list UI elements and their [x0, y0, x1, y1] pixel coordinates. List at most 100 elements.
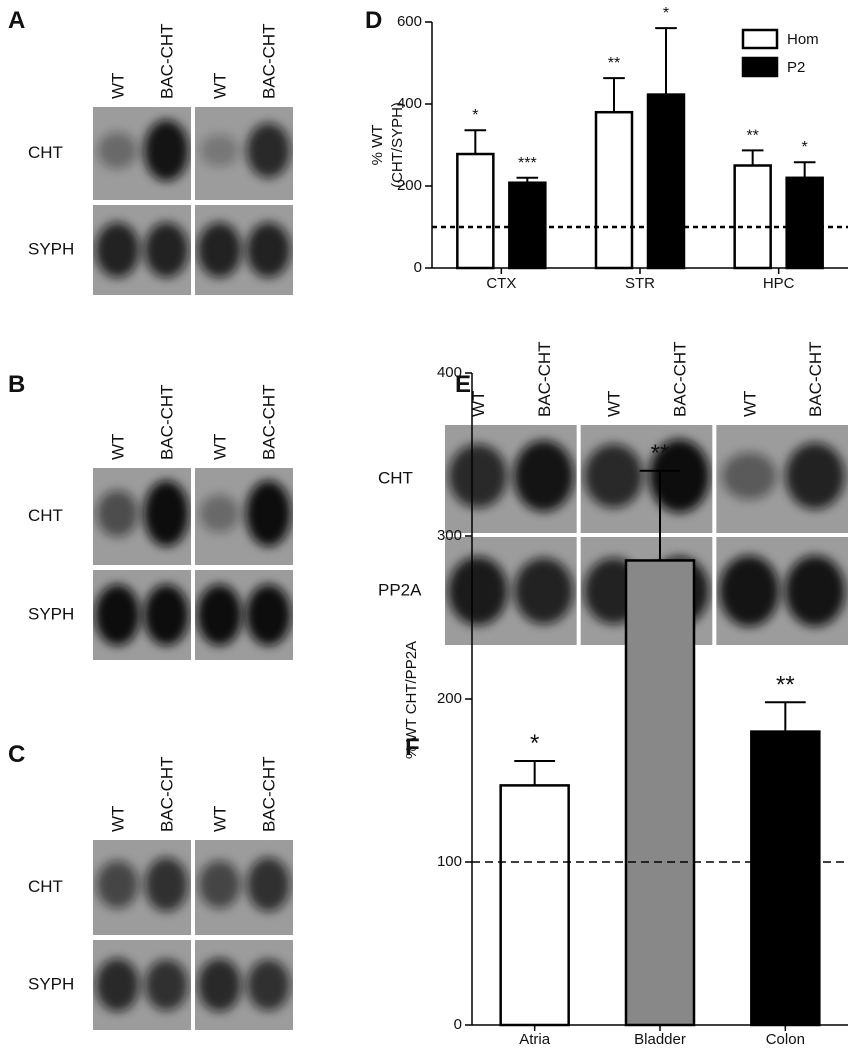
y-tick-label: 0 — [414, 259, 422, 276]
band — [96, 490, 139, 537]
blot-section — [93, 468, 191, 565]
bands — [197, 958, 291, 1012]
y-tick-label: 600 — [397, 13, 422, 30]
blot-section — [93, 570, 191, 660]
lane-label: BAC-CHT — [260, 384, 279, 460]
lane-label: BAC-CHT — [260, 756, 279, 832]
blot-section — [93, 840, 191, 935]
bar — [646, 93, 686, 270]
panel-label: B — [8, 371, 25, 398]
row-label: CHT — [378, 468, 413, 487]
significance-label: *** — [518, 155, 537, 172]
lane-label: WT — [109, 434, 128, 460]
band — [143, 480, 190, 547]
band — [719, 555, 780, 627]
blot-section — [195, 840, 293, 935]
lane-label: BAC-CHT — [260, 23, 279, 99]
row-label: CHT — [28, 877, 63, 896]
bar — [499, 784, 570, 1027]
band — [197, 958, 242, 1012]
legend-swatch — [741, 56, 779, 78]
band — [197, 222, 242, 278]
band — [199, 134, 240, 167]
legend-label: P2 — [787, 59, 805, 76]
blot-section — [716, 537, 848, 645]
bands — [94, 584, 190, 646]
blot-section — [195, 107, 293, 200]
band — [95, 222, 140, 278]
blot-section — [580, 425, 713, 533]
bands — [199, 122, 291, 179]
bands — [199, 480, 292, 547]
band — [721, 452, 777, 500]
blot-section — [716, 425, 848, 533]
band — [785, 442, 845, 510]
band — [448, 444, 508, 508]
band — [246, 222, 291, 278]
band — [97, 132, 138, 169]
row-label: SYPH — [28, 604, 74, 623]
row-label: SYPH — [28, 974, 74, 993]
blot-section — [195, 940, 293, 1030]
bands — [95, 958, 189, 1012]
y-tick-label: 200 — [437, 690, 462, 707]
bar — [733, 164, 772, 270]
blot-section — [195, 570, 293, 660]
band — [95, 958, 140, 1012]
lane-label: WT — [211, 73, 230, 99]
significance-label: * — [663, 5, 669, 22]
band — [246, 122, 291, 179]
blot-section — [195, 205, 293, 295]
significance-label: * — [530, 730, 539, 757]
blot-section — [93, 940, 191, 1030]
x-tick-label: STR — [625, 275, 655, 292]
lane-label: WT — [109, 73, 128, 99]
bar — [594, 110, 634, 270]
lane-label: WT — [605, 391, 624, 417]
y-tick-label: 400 — [397, 95, 422, 112]
bands — [584, 439, 710, 513]
significance-label: * — [802, 139, 808, 156]
legend-swatch — [741, 28, 779, 50]
blot-section — [93, 205, 191, 295]
bands — [719, 555, 846, 627]
band — [144, 959, 189, 1011]
row-label: PP2A — [378, 580, 422, 599]
band — [246, 959, 291, 1011]
bands — [448, 556, 574, 626]
band — [785, 555, 846, 627]
significance-label: ** — [608, 55, 620, 72]
band — [199, 494, 240, 533]
y-axis-label: % WT CHT/PP2A — [403, 641, 420, 759]
bands — [198, 857, 291, 912]
bands — [96, 480, 190, 547]
lane-label: BAC-CHT — [535, 341, 554, 417]
bar — [785, 176, 824, 270]
bar — [750, 730, 821, 1027]
band — [198, 860, 241, 909]
band — [245, 584, 292, 646]
bands — [196, 584, 292, 646]
bar — [456, 152, 495, 270]
significance-label: * — [472, 107, 478, 124]
panel-label: C — [8, 741, 25, 768]
blot-section — [195, 468, 293, 565]
lane-label: WT — [469, 391, 488, 417]
panel-label: E — [455, 371, 471, 398]
significance-label: ** — [746, 127, 758, 144]
band — [514, 557, 574, 625]
blot-section — [445, 537, 577, 645]
blot-section — [93, 107, 191, 200]
y-axis-label: (CHT/SYPH) — [389, 102, 406, 188]
band — [144, 119, 189, 182]
lane-label: BAC-CHT — [158, 23, 177, 99]
x-tick-label: HPC — [763, 275, 795, 292]
panel-label: D — [365, 7, 382, 34]
y-tick-label: 0 — [454, 1016, 462, 1033]
y-tick-label: 200 — [397, 177, 422, 194]
bands — [96, 857, 189, 912]
x-tick-label: Colon — [766, 1031, 805, 1048]
bar — [508, 181, 547, 270]
band — [144, 222, 189, 278]
